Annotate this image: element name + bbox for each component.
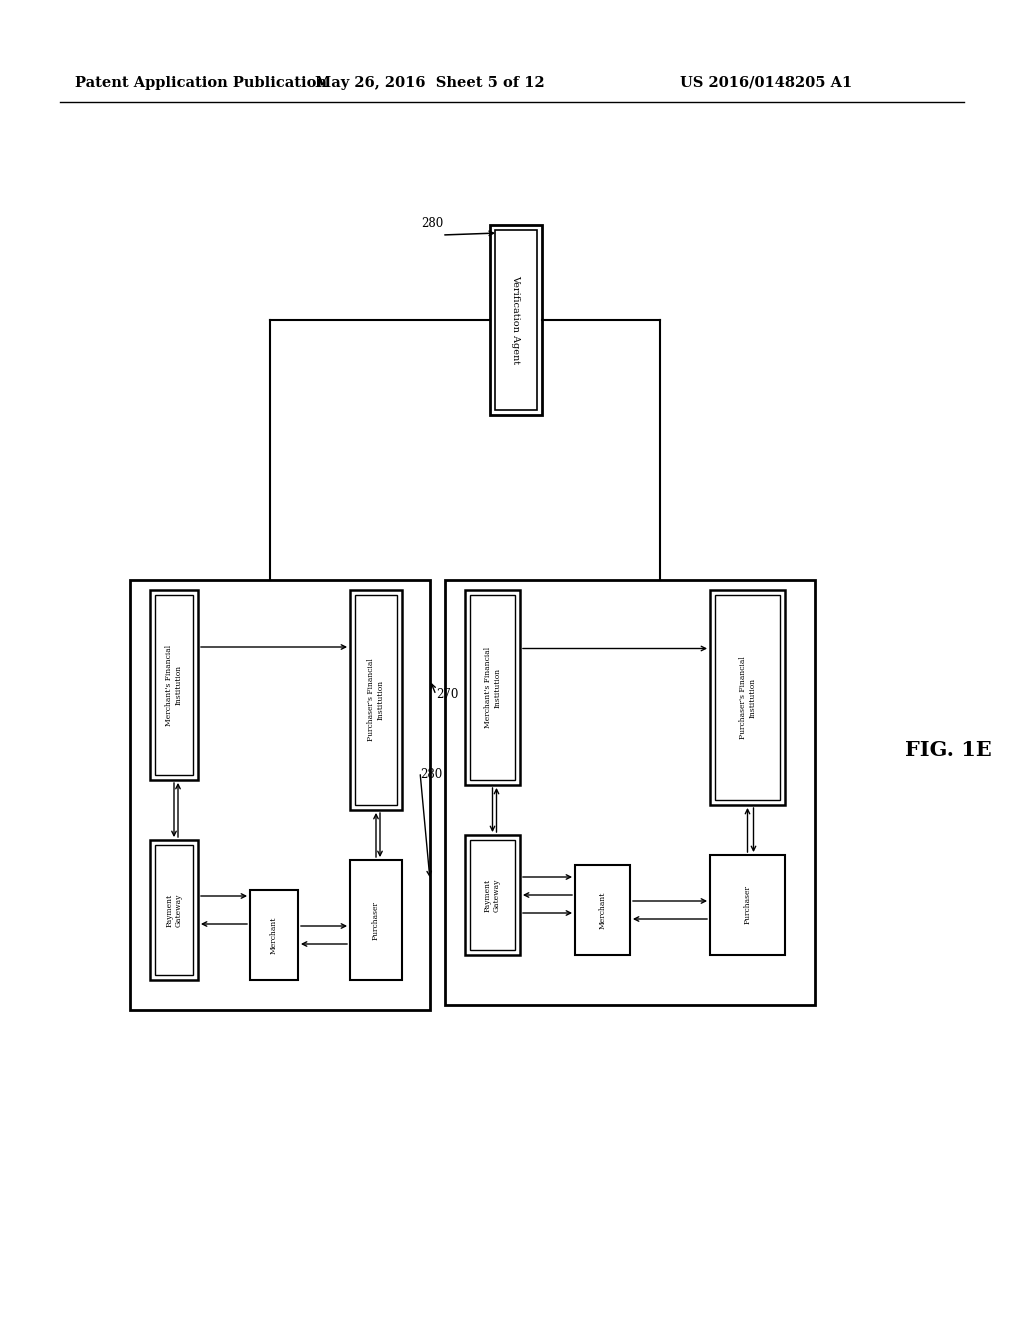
Bar: [350, 590, 402, 810]
Text: Payment
Gateway: Payment Gateway: [166, 894, 182, 927]
Bar: [155, 595, 193, 775]
Text: US 2016/0148205 A1: US 2016/0148205 A1: [680, 77, 852, 90]
Bar: [155, 845, 193, 975]
Bar: [465, 836, 520, 954]
Text: FIG. 1E: FIG. 1E: [905, 741, 992, 760]
Bar: [350, 861, 402, 979]
Bar: [710, 855, 785, 954]
Bar: [445, 579, 815, 1005]
Text: Purchaser's Financial
Institution: Purchaser's Financial Institution: [368, 659, 385, 742]
Text: Purchaser's Financial
Institution: Purchaser's Financial Institution: [739, 656, 756, 739]
Bar: [715, 595, 780, 800]
Bar: [465, 590, 520, 785]
Text: 270: 270: [436, 689, 459, 701]
Bar: [470, 840, 515, 950]
Bar: [130, 579, 430, 1010]
Text: 280: 280: [420, 768, 442, 781]
Bar: [495, 230, 537, 411]
Text: May 26, 2016  Sheet 5 of 12: May 26, 2016 Sheet 5 of 12: [315, 77, 545, 90]
Bar: [710, 590, 785, 805]
Text: Merchant's Financial
Institution: Merchant's Financial Institution: [484, 647, 501, 729]
Bar: [150, 590, 198, 780]
Text: 280: 280: [421, 216, 443, 230]
Bar: [250, 890, 298, 979]
Text: Merchant's Financial
Institution: Merchant's Financial Institution: [166, 644, 182, 726]
Text: Verification Agent: Verification Agent: [512, 276, 520, 364]
Text: Purchaser: Purchaser: [743, 886, 752, 924]
Bar: [150, 840, 198, 979]
Bar: [490, 224, 542, 414]
Text: Patent Application Publication: Patent Application Publication: [75, 77, 327, 90]
Text: Purchaser: Purchaser: [372, 900, 380, 940]
Text: Merchant: Merchant: [270, 916, 278, 953]
Text: Payment
Gateway: Payment Gateway: [484, 878, 501, 912]
Bar: [355, 595, 397, 805]
Bar: [575, 865, 630, 954]
Text: Merchant: Merchant: [598, 891, 606, 929]
Bar: [470, 595, 515, 780]
